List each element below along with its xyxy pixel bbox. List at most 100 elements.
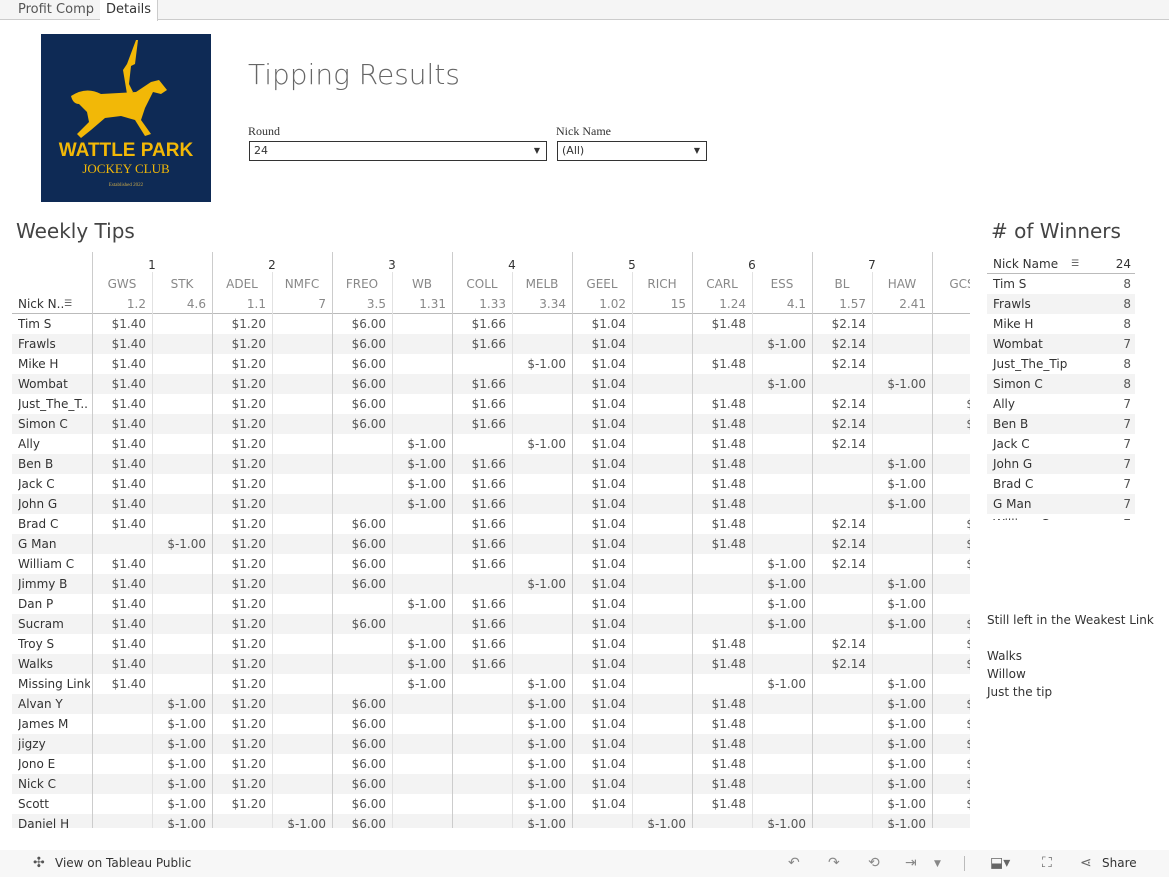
tip-cell[interactable]: $-1.00: [167, 537, 206, 551]
tip-cell[interactable]: $1.20: [231, 397, 266, 411]
tip-cell[interactable]: $1.04: [591, 377, 626, 391]
weekly-tips-table[interactable]: Tim S $1.40 $1.20 $6.00 $1.66 $1.04 $1.48 $2.14…: [12, 252, 970, 828]
tip-cell[interactable]: $-1.00: [407, 677, 446, 691]
tip-cell[interactable]: $6.00: [351, 777, 386, 791]
tip-cell[interactable]: $2.14: [831, 537, 866, 551]
winner-name[interactable]: Wombat: [993, 337, 1043, 351]
tip-cell[interactable]: $6.00: [351, 517, 386, 531]
tip-cell[interactable]: $1.66: [471, 457, 506, 471]
tip-cell[interactable]: $-1.00: [527, 757, 566, 771]
tip-cell[interactable]: $1.48: [711, 477, 746, 491]
tip-cell[interactable]: $-1.00: [527, 677, 566, 691]
tip-cell[interactable]: $2.14: [831, 417, 866, 431]
tip-cell[interactable]: $6.00: [351, 417, 386, 431]
tip-cell[interactable]: $6.00: [351, 797, 386, 811]
tip-cell[interactable]: $1.20: [231, 377, 266, 391]
tip-cell[interactable]: $-1: [932, 694, 970, 714]
row-name[interactable]: James M: [18, 717, 69, 731]
tip-cell[interactable]: $-1.00: [167, 817, 206, 828]
tip-cell[interactable]: $-1.00: [527, 817, 566, 828]
tip-cell[interactable]: $-1.00: [887, 737, 926, 751]
tip-cell[interactable]: $1.66: [471, 637, 506, 651]
tip-cell[interactable]: $1.04: [591, 577, 626, 591]
tip-cell[interactable]: $-1.00: [767, 577, 806, 591]
tip-cell[interactable]: $1.20: [231, 477, 266, 491]
tip-cell[interactable]: $1.20: [231, 577, 266, 591]
share-icon[interactable]: ⋖: [1080, 855, 1092, 871]
chevron-down-icon[interactable]: ▼: [934, 859, 941, 869]
tip-cell[interactable]: $1.48: [711, 517, 746, 531]
row-name[interactable]: Troy S: [18, 637, 55, 651]
tip-cell[interactable]: $-1: [932, 414, 970, 434]
tip-cell[interactable]: $-1.00: [887, 817, 926, 828]
sort-icon[interactable]: ☰: [64, 299, 73, 309]
tip-cell[interactable]: $2.14: [831, 357, 866, 371]
tip-cell[interactable]: $6.00: [351, 357, 386, 371]
tip-cell[interactable]: $1.20: [231, 597, 266, 611]
tip-cell[interactable]: $6.00: [351, 317, 386, 331]
row-name[interactable]: Frawls: [18, 337, 56, 351]
row-name[interactable]: Sucram: [18, 617, 64, 631]
tip-cell[interactable]: $1.04: [591, 517, 626, 531]
tip-cell[interactable]: $-1: [932, 534, 970, 554]
tip-cell[interactable]: $1.48: [711, 397, 746, 411]
row-name[interactable]: Alvan Y: [18, 697, 63, 711]
tip-cell[interactable]: $1.66: [471, 377, 506, 391]
tip-cell[interactable]: $1.20: [231, 357, 266, 371]
winners-table[interactable]: Nick Name ☰ 24 Tim S 8 Frawls 8 Mike H 8 Wombat 7 J…: [987, 254, 1135, 520]
tip-cell[interactable]: $-1.00: [887, 577, 926, 591]
row-name[interactable]: Nick C: [18, 777, 57, 791]
tip-cell[interactable]: $-1.00: [407, 637, 446, 651]
winner-name[interactable]: Frawls: [993, 297, 1031, 311]
tip-cell[interactable]: $1.40: [111, 557, 146, 571]
tip-cell[interactable]: $1.40: [111, 397, 146, 411]
tip-cell[interactable]: $1.40: [111, 377, 146, 391]
tip-cell[interactable]: $1.20: [231, 717, 266, 731]
row-name[interactable]: Daniel H: [18, 817, 70, 828]
tip-cell[interactable]: $1.40: [111, 477, 146, 491]
tip-cell[interactable]: $-1.00: [527, 777, 566, 791]
tip-cell[interactable]: $1.40: [111, 597, 146, 611]
tip-cell[interactable]: $6.00: [351, 717, 386, 731]
winner-name[interactable]: G Man: [993, 497, 1032, 511]
tip-cell[interactable]: $1.40: [111, 497, 146, 511]
refresh-icon[interactable]: ⇥: [905, 855, 917, 871]
tip-cell[interactable]: $-1.00: [407, 497, 446, 511]
tip-cell[interactable]: $-1.00: [167, 777, 206, 791]
tip-cell[interactable]: $1.20: [231, 757, 266, 771]
tip-cell[interactable]: $-1.00: [527, 697, 566, 711]
tip-cell[interactable]: $-1: [932, 734, 970, 754]
tip-cell[interactable]: $1.20: [231, 777, 266, 791]
tip-cell[interactable]: $1.66: [471, 657, 506, 671]
tip-cell[interactable]: $1.04: [591, 657, 626, 671]
tip-cell[interactable]: $1.66: [471, 557, 506, 571]
tip-cell[interactable]: $6.00: [351, 697, 386, 711]
winner-name[interactable]: Brad C: [993, 477, 1034, 491]
tip-cell[interactable]: $1.04: [591, 597, 626, 611]
tip-cell[interactable]: $1.40: [111, 657, 146, 671]
tip-cell[interactable]: $-1: [932, 714, 970, 734]
row-name[interactable]: Mike H: [18, 357, 59, 371]
tip-cell[interactable]: $1.48: [711, 437, 746, 451]
tip-cell[interactable]: $1.04: [591, 697, 626, 711]
tip-cell[interactable]: $-1.00: [527, 437, 566, 451]
tip-cell[interactable]: $1.04: [591, 717, 626, 731]
tip-cell[interactable]: $1.40: [111, 357, 146, 371]
tip-cell[interactable]: $1.04: [591, 757, 626, 771]
tip-cell[interactable]: $-1: [932, 754, 970, 774]
tip-cell[interactable]: $-1.00: [527, 737, 566, 751]
tip-cell[interactable]: $1.04: [591, 737, 626, 751]
winner-name[interactable]: Ben B: [993, 417, 1029, 431]
tip-cell[interactable]: $-1.00: [887, 377, 926, 391]
tip-cell[interactable]: $1.40: [111, 457, 146, 471]
tip-cell[interactable]: $2.14: [831, 437, 866, 451]
tip-cell[interactable]: $-1.00: [887, 777, 926, 791]
tip-cell[interactable]: $1.04: [591, 357, 626, 371]
tip-cell[interactable]: $-1.00: [767, 677, 806, 691]
undo-icon[interactable]: ↶: [788, 855, 800, 871]
tip-cell[interactable]: $1.20: [231, 697, 266, 711]
tip-cell[interactable]: $1.66: [471, 337, 506, 351]
row-name[interactable]: Scott: [18, 797, 49, 811]
tip-cell[interactable]: $6.00: [351, 817, 386, 828]
tip-cell[interactable]: $-1.00: [167, 757, 206, 771]
